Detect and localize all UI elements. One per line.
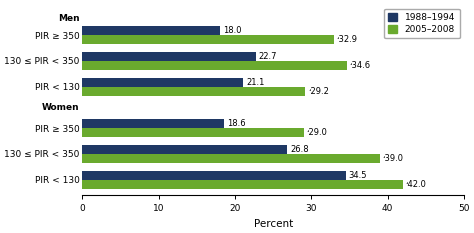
Bar [82, 119, 224, 128]
Bar [82, 78, 244, 87]
Bar [82, 180, 403, 189]
Text: ʴ29.2: ʴ29.2 [308, 87, 329, 96]
Bar [82, 35, 334, 44]
Text: 26.8: 26.8 [290, 145, 309, 154]
Bar [82, 171, 346, 180]
Legend: 1988–1994, 2005–2008: 1988–1994, 2005–2008 [384, 9, 460, 38]
Text: 21.1: 21.1 [246, 78, 265, 87]
Text: ʴ42.0: ʴ42.0 [406, 180, 427, 189]
Text: ʴ39.0: ʴ39.0 [383, 154, 404, 163]
Text: ʴ29.0: ʴ29.0 [307, 128, 328, 137]
X-axis label: Percent: Percent [254, 219, 293, 229]
Bar [82, 61, 346, 70]
Bar [82, 154, 380, 163]
Bar [82, 145, 287, 154]
Bar [82, 128, 304, 137]
Text: 34.5: 34.5 [349, 171, 367, 180]
Bar [82, 26, 220, 35]
Text: 22.7: 22.7 [259, 52, 277, 61]
Text: ʴ32.9: ʴ32.9 [337, 35, 357, 44]
Text: 18.0: 18.0 [223, 26, 241, 35]
Bar [82, 52, 255, 61]
Text: ʴ34.6: ʴ34.6 [349, 61, 371, 70]
Text: 18.6: 18.6 [228, 119, 246, 128]
Bar [82, 87, 305, 96]
